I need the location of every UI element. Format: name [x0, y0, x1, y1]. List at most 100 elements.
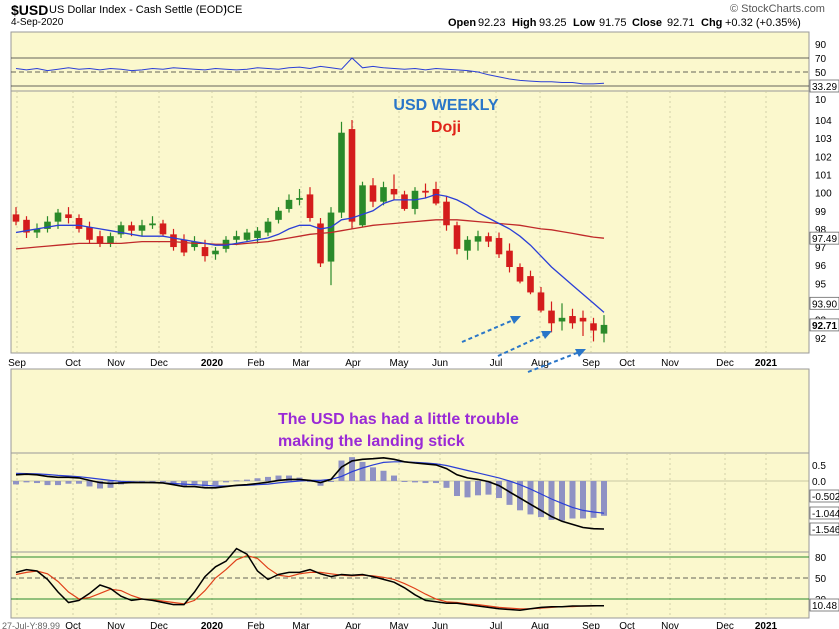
candle-body-1 [23, 219, 30, 233]
x-label-bottom-7: Apr [345, 621, 361, 629]
open-label: Open [448, 17, 477, 29]
candle-body-11 [128, 225, 135, 231]
x-label-10: Jul [490, 358, 503, 369]
x-label-12: Sep [582, 358, 600, 369]
note-line-2: making the landing stick [278, 433, 465, 450]
arrow-3-head [575, 349, 586, 357]
x-label-4: 2020 [201, 358, 224, 369]
price-tick-label-8: 96 [815, 261, 827, 272]
macd-hist-bar-38 [412, 481, 418, 483]
price-tick-label-11: 92 [815, 334, 827, 345]
x-label-bottom-15: Dec [716, 621, 734, 629]
macd-hist-bar-47 [506, 481, 513, 505]
macd-hist-bar-42 [454, 481, 460, 497]
price-tick-label-6: 98 [815, 225, 827, 236]
candle-body-14 [159, 223, 167, 235]
price-tick-label-0: 104 [815, 116, 832, 127]
exchange-text: ICE [224, 4, 243, 16]
x-label-bottom-8: May [390, 621, 409, 629]
price-value-label-0: 97.49 [812, 234, 837, 245]
stochastic-panel-bg [10, 551, 810, 619]
stoch-k-line [15, 547, 604, 611]
gridlines [16, 91, 767, 618]
candle-body-51 [548, 310, 555, 324]
candle-body-42 [453, 225, 461, 249]
x-label-bottom-16: 2021 [755, 621, 778, 629]
candle-body-8 [96, 236, 104, 244]
macd-hist-bar-56 [601, 481, 607, 516]
doji-annotation: Doji [431, 119, 461, 136]
copyright-text: © StockCharts.com [730, 3, 825, 15]
macd-hist-bar-51 [548, 481, 555, 520]
macd-hist-bar-54 [580, 481, 586, 519]
macd-hist-bar-49 [527, 481, 534, 515]
candle-body-0 [12, 214, 20, 222]
candle-body-30 [327, 212, 335, 262]
macd-hist-bar-19 [212, 481, 219, 486]
candle-body-24 [264, 221, 272, 233]
x-label-bottom-4: 2020 [201, 621, 224, 629]
candle-body-18 [201, 247, 209, 257]
macd-hist-bar-31 [338, 460, 345, 481]
ma-slow-line [15, 219, 605, 250]
macd-line [15, 456, 605, 530]
candle-body-12 [138, 225, 146, 231]
high-label: High [512, 17, 537, 29]
chart-header: $USD US Dollar Index - Cash Settle (EOD)… [0, 0, 839, 32]
macd-hist-bar-37 [401, 481, 408, 482]
candle-body-27 [296, 198, 303, 200]
x-label-0: Sep [8, 358, 26, 369]
candle-body-19 [212, 250, 219, 255]
candle-body-6 [75, 218, 83, 229]
dashed-arrows [461, 316, 586, 373]
stoch-tick-label-1: 50 [815, 574, 827, 585]
price-tick-label-3: 101 [815, 170, 832, 181]
price-value-box-0 [809, 231, 839, 245]
usd-weekly-annotation: USD WEEKLY [393, 97, 499, 114]
x-label-16: 2021 [755, 358, 778, 369]
x-label-15: Dec [716, 358, 734, 369]
macd-hist-bar-32 [349, 457, 355, 481]
rsi-panel-bg [10, 31, 810, 92]
x-label-bottom-3: Dec [150, 621, 168, 629]
macd-hist-bar-2 [34, 481, 40, 484]
date-text: 4-Sep-2020 [11, 17, 64, 28]
macd-hist-bar-15 [170, 481, 177, 484]
macd-tick-label-4: -1.546 [812, 525, 839, 536]
candle-body-5 [65, 214, 72, 219]
candle-body-15 [170, 234, 177, 248]
arrow-2-head [541, 331, 552, 339]
macd-hist-bar-23 [254, 478, 261, 481]
close-value: 92.71 [667, 17, 695, 29]
annotation-panel-bg [10, 368, 810, 454]
candle-body-46 [495, 237, 503, 255]
macd-hist-bar-34 [370, 467, 376, 481]
x-label-bottom-5: Feb [247, 621, 265, 629]
macd-tick-box-4 [809, 522, 839, 536]
candle-body-21 [233, 236, 240, 240]
price-tick-label-4: 100 [815, 189, 832, 200]
candle-body-39 [422, 190, 429, 193]
arrow-2 [497, 332, 549, 357]
bottom-first-label: 27-Jul-Y:89.99 [2, 621, 60, 629]
candle-body-29 [317, 223, 324, 264]
ma-fast-line [15, 193, 605, 313]
macd-hist-bar-20 [223, 481, 229, 483]
stoch-tick-label-0: 80 [815, 553, 827, 564]
arrow-3 [527, 350, 583, 373]
macd-panel-bg [10, 452, 810, 553]
x-label-7: Apr [345, 358, 361, 369]
macd-hist-bar-33 [359, 461, 366, 481]
candle-body-10 [117, 225, 125, 235]
macd-hist-bar-50 [538, 481, 544, 518]
candle-body-49 [527, 276, 534, 293]
macd-hist-bar-18 [202, 481, 208, 487]
candle-body-54 [579, 317, 587, 322]
candle-body-22 [243, 232, 251, 240]
candle-body-17 [191, 241, 198, 248]
x-label-9: Jun [432, 358, 448, 369]
rsi-value-box [809, 79, 839, 93]
macd-hist-bar-46 [496, 481, 502, 499]
macd-hist-bar-14 [160, 481, 166, 482]
